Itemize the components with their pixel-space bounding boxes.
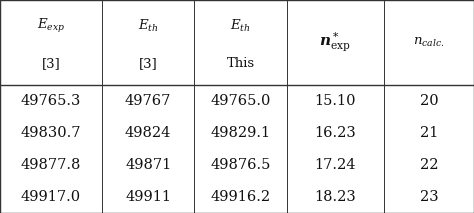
Text: 49767: 49767 [125,94,171,108]
Text: 49877.8: 49877.8 [21,158,81,172]
Text: 49876.5: 49876.5 [210,158,271,172]
Text: [3]: [3] [42,57,60,71]
Text: $E_{th}$: $E_{th}$ [230,17,251,34]
Text: 23: 23 [419,190,438,204]
Text: 49765.3: 49765.3 [21,94,81,108]
Text: 49765.0: 49765.0 [210,94,271,108]
Text: 17.24: 17.24 [315,158,356,172]
Text: 20: 20 [419,94,438,108]
Text: $E_{exp}$: $E_{exp}$ [37,17,65,35]
Text: 49911: 49911 [125,190,171,204]
Text: $\boldsymbol{n}^*_{\mathrm{exp}}$: $\boldsymbol{n}^*_{\mathrm{exp}}$ [319,31,351,55]
Text: 21: 21 [420,126,438,140]
Text: $n_{calc.}$: $n_{calc.}$ [413,36,445,49]
Text: 16.23: 16.23 [314,126,356,140]
Text: 49830.7: 49830.7 [21,126,81,140]
Text: 22: 22 [419,158,438,172]
Text: 49917.0: 49917.0 [21,190,81,204]
Text: 18.23: 18.23 [314,190,356,204]
Text: 15.10: 15.10 [315,94,356,108]
Text: 49829.1: 49829.1 [210,126,271,140]
Text: This: This [227,57,255,71]
Text: 49916.2: 49916.2 [210,190,271,204]
Text: $E_{th}$: $E_{th}$ [138,17,158,34]
Text: 49871: 49871 [125,158,171,172]
Text: 49824: 49824 [125,126,171,140]
Text: [3]: [3] [139,57,157,71]
